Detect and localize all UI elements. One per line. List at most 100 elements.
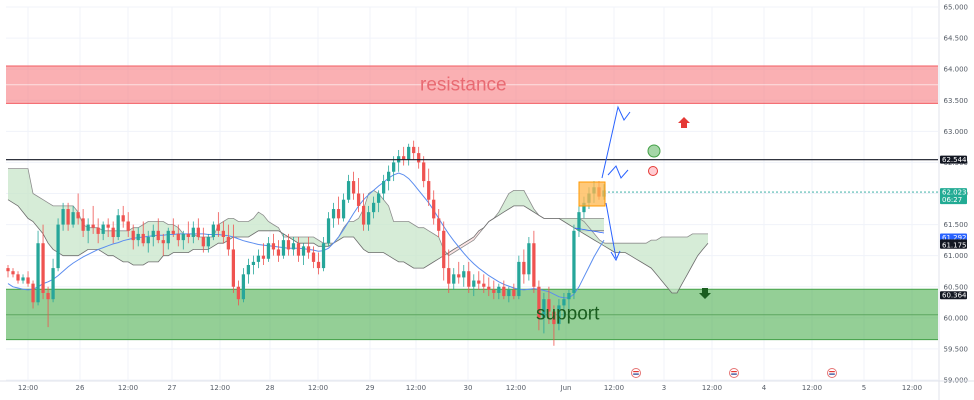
- candle-up: [21, 274, 25, 284]
- price-badge: 60.364: [940, 291, 967, 300]
- candle-body: [226, 237, 230, 250]
- flag-stripe: [633, 373, 639, 375]
- cloud-span-a: [8, 168, 604, 257]
- candle-body: [301, 246, 306, 256]
- candle-up: [166, 227, 170, 250]
- candle-down: [361, 193, 366, 231]
- candle-body: [427, 181, 431, 200]
- candle-body: [326, 218, 331, 244]
- candle-up: [507, 286, 511, 303]
- x-tick-label: 30: [464, 384, 473, 392]
- candle-up: [376, 190, 381, 213]
- candle-down: [126, 212, 130, 238]
- candle-body: [11, 271, 15, 275]
- candle-body: [412, 146, 416, 154]
- candle-body: [341, 199, 346, 219]
- candle-body: [176, 233, 180, 241]
- moving-average: [7, 172, 605, 299]
- candle-body: [392, 162, 396, 172]
- candle-body: [557, 305, 561, 325]
- candle-down: [417, 146, 421, 169]
- cloud-bullish: [483, 190, 604, 231]
- candle-down: [306, 237, 311, 259]
- candle-up: [116, 209, 120, 241]
- candle-down: [271, 233, 276, 256]
- price-badge-text: 62.544: [942, 156, 967, 164]
- candle-body: [171, 230, 175, 234]
- candle-body: [141, 233, 145, 244]
- candle-body: [527, 243, 531, 275]
- candle-body: [447, 268, 451, 284]
- candle-body: [181, 233, 185, 241]
- candle-body: [457, 274, 461, 278]
- price-badge-text: 62.023: [942, 189, 967, 197]
- candle-body: [231, 249, 236, 287]
- zone-labels: resistance support: [420, 75, 600, 325]
- candle-body: [547, 299, 551, 312]
- candle-up: [321, 237, 326, 272]
- candle-up: [136, 227, 140, 247]
- candle-body: [482, 283, 486, 287]
- y-axis[interactable]: 65.00064.50064.00063.50063.00062.50062.0…: [940, 4, 968, 385]
- candle-down: [186, 221, 190, 244]
- y-tick-label: 60.000: [944, 314, 969, 322]
- candle-down: [482, 274, 486, 293]
- candle-down: [437, 209, 441, 238]
- candle-body: [371, 202, 376, 213]
- candle-down: [66, 202, 70, 231]
- candle-up: [181, 230, 185, 250]
- candle-body: [46, 292, 50, 300]
- candle-body: [552, 311, 556, 325]
- candle-body: [16, 274, 20, 281]
- candle-down: [196, 218, 200, 241]
- candle-body: [41, 243, 45, 293]
- x-tick-label: 26: [76, 384, 85, 392]
- candle-up: [567, 289, 571, 312]
- candle-up: [577, 205, 581, 238]
- candle-up: [387, 165, 391, 191]
- x-tick-label: 12:00: [118, 384, 138, 392]
- price-badge-bg: [940, 291, 967, 300]
- candle-up: [291, 237, 296, 256]
- candle-down: [91, 205, 95, 234]
- candle-down: [316, 252, 321, 275]
- candle-body: [497, 286, 501, 293]
- candle-up: [211, 221, 215, 241]
- candle-down: [457, 261, 461, 284]
- candle-down: [532, 230, 536, 293]
- cloud-span-b: [578, 230, 709, 294]
- candle-body: [407, 146, 411, 160]
- candle-body: [507, 289, 511, 297]
- target-up-circle: [647, 144, 661, 158]
- candle-body: [286, 240, 291, 250]
- candle-up: [557, 299, 561, 331]
- candle-down: [216, 212, 220, 238]
- candle-down: [351, 171, 356, 200]
- bullish-path-arrow: [601, 105, 631, 179]
- y-tick-label: 61.500: [944, 221, 969, 229]
- candle-body: [487, 286, 491, 290]
- y-tick-label: 59.500: [944, 345, 969, 353]
- resistance-label: resistance: [420, 75, 507, 96]
- y-tick-label: 63.000: [944, 128, 969, 136]
- candle-up: [146, 230, 150, 253]
- candle-body: [432, 199, 436, 219]
- candle-down: [121, 205, 125, 228]
- candle-down: [46, 286, 50, 328]
- candle-down: [161, 233, 165, 256]
- candle-body: [166, 230, 170, 244]
- y-tick-label: 64.000: [944, 66, 969, 74]
- candle-body: [111, 227, 115, 238]
- candle-up: [366, 205, 371, 231]
- candle-down: [171, 218, 175, 238]
- candle-up: [51, 258, 55, 303]
- candle-up: [517, 255, 521, 300]
- candle-body: [472, 280, 476, 287]
- us-flag-event-icon: [827, 368, 837, 378]
- candle-body: [477, 280, 481, 284]
- candle-body: [186, 233, 190, 238]
- candle-body: [36, 243, 40, 303]
